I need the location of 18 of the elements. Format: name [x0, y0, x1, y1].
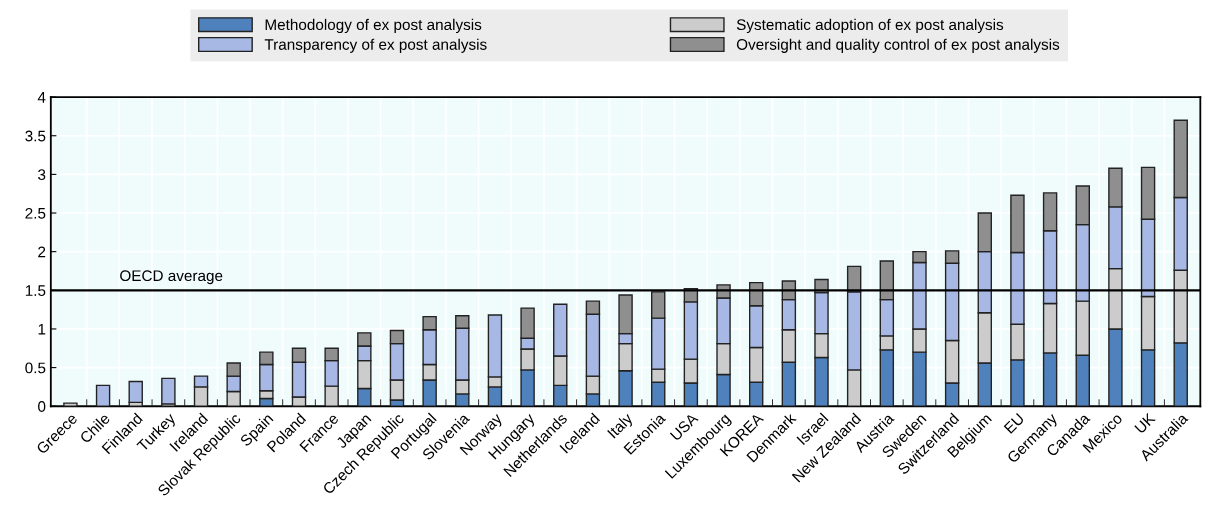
legend-label: Systematic adoption of ex post analysis	[736, 18, 1004, 34]
y-tick-label: 2	[38, 246, 46, 258]
y-tick-label: 3.5	[25, 130, 46, 142]
y-tick-label: 1.5	[25, 285, 46, 296]
y-tick-label: 1	[38, 323, 46, 335]
legend-label: Oversight and quality control of ex post analysis	[736, 38, 1060, 53]
y-tick-label: 0	[38, 401, 46, 412]
bar	[128, 380, 143, 404]
y-tick-label: 3	[38, 169, 46, 181]
legend-label: Transparency of ex post analysis	[264, 38, 487, 53]
y-tick-label: 4	[37, 92, 46, 103]
ref-line-label: OECD average	[120, 270, 223, 285]
bar	[95, 384, 111, 407]
legend-label: Methodology of ex post analysis	[265, 18, 482, 34]
y-tick-label: 0.5	[25, 362, 46, 374]
y-tick-label: 2.5	[25, 207, 46, 219]
bar	[63, 402, 78, 407]
bar	[161, 377, 176, 405]
